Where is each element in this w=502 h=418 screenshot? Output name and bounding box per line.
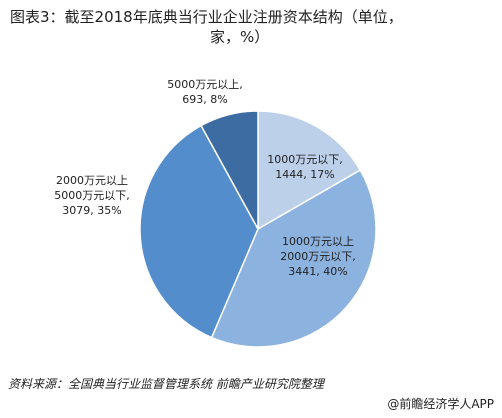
chart-title: 家，%）: [210, 28, 269, 46]
slice-label: 2000万元以上: [56, 174, 128, 187]
slice-label: 5000万元以上,: [167, 78, 243, 91]
slice-label: 1000万元以下,: [267, 153, 343, 166]
slice-label: 5000万元以下,: [54, 189, 130, 202]
pie-slice: [210, 169, 377, 348]
slice-label: 1000万元以上: [282, 235, 354, 248]
slice-label: 2000万元以下,: [280, 250, 356, 263]
slice-value-label: 3441, 40%: [288, 265, 347, 278]
slice-value-label: 693, 8%: [182, 93, 227, 106]
source-note: 资料来源：全国典当行业监督管理系统 前瞻产业研究院整理: [8, 377, 326, 391]
slice-value-label: 3079, 35%: [62, 204, 121, 217]
pie-slice: [200, 110, 259, 230]
slice-value-label: 1444, 17%: [275, 168, 334, 181]
watermark: @前瞻经济学人APP: [387, 396, 494, 411]
pie-slice: [139, 124, 259, 339]
chart-title: 图表3：截至2018年底典当行业企业注册资本结构（单位，: [10, 8, 403, 26]
pie-slice: [257, 110, 362, 231]
